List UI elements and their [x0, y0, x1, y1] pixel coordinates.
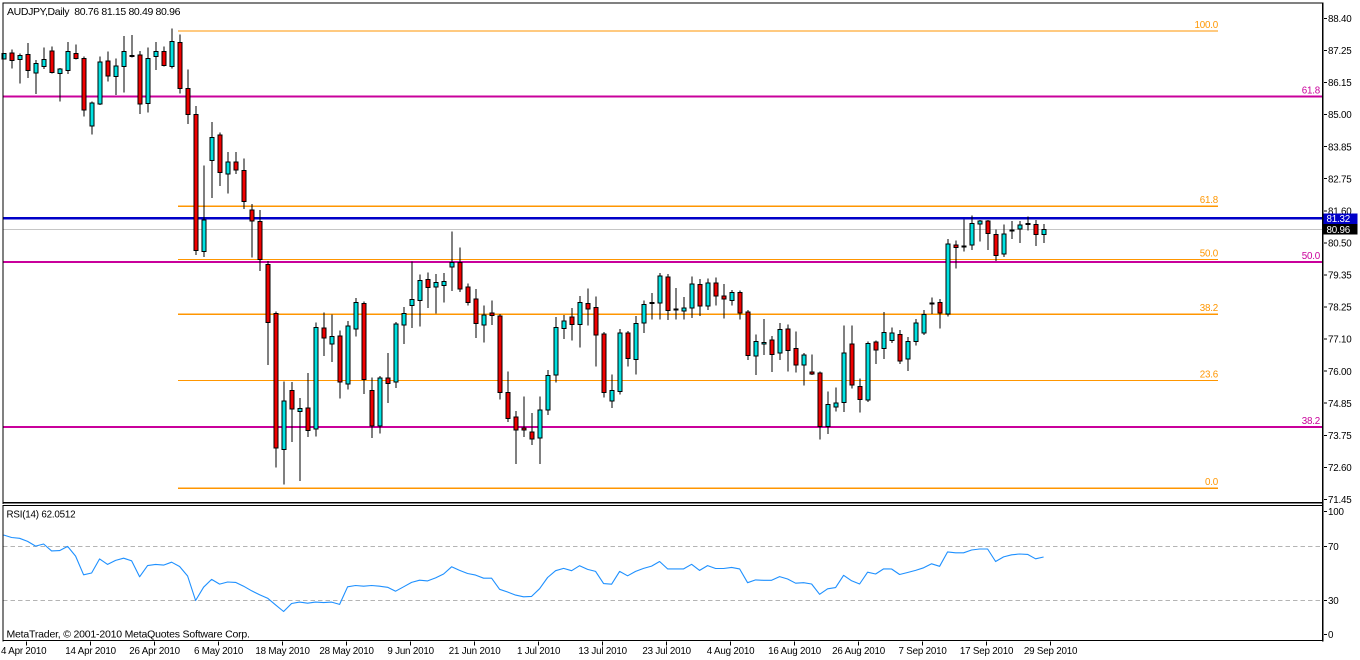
svg-text:29 Sep 2010: 29 Sep 2010 [1024, 646, 1078, 657]
svg-text:4 Apr 2010: 4 Apr 2010 [1, 646, 47, 657]
svg-text:9 Jun 2010: 9 Jun 2010 [387, 646, 434, 657]
svg-text:86.15: 86.15 [1328, 78, 1352, 89]
svg-text:38.2: 38.2 [1302, 416, 1320, 427]
svg-text:RSI(14) 62.0512: RSI(14) 62.0512 [7, 510, 76, 521]
svg-text:17 Sep 2010: 17 Sep 2010 [960, 646, 1014, 657]
svg-text:0.0: 0.0 [1205, 477, 1219, 488]
svg-text:28 May 2010: 28 May 2010 [319, 646, 374, 657]
svg-text:88.40: 88.40 [1328, 14, 1352, 25]
svg-text:74.85: 74.85 [1328, 399, 1352, 410]
svg-text:30: 30 [1328, 596, 1339, 607]
svg-text:71.45: 71.45 [1328, 495, 1352, 506]
svg-text:26 Aug 2010: 26 Aug 2010 [832, 646, 886, 657]
svg-text:18 May 2010: 18 May 2010 [255, 646, 310, 657]
svg-text:81.32: 81.32 [1327, 214, 1351, 225]
svg-text:83.85: 83.85 [1328, 142, 1352, 153]
svg-text:23 Jul 2010: 23 Jul 2010 [642, 646, 691, 657]
svg-text:23.6: 23.6 [1200, 369, 1219, 380]
svg-text:79.35: 79.35 [1328, 271, 1352, 282]
svg-text:78.25: 78.25 [1328, 303, 1352, 314]
svg-text:76.00: 76.00 [1328, 367, 1352, 378]
svg-text:61.8: 61.8 [1200, 195, 1219, 206]
svg-text:100: 100 [1328, 507, 1344, 518]
svg-text:85.00: 85.00 [1328, 110, 1352, 121]
svg-text:AUDJPY,Daily 80.76 81.15 80.4: AUDJPY,Daily 80.76 81.15 80.49 80.96 [7, 6, 181, 18]
svg-text:82.75: 82.75 [1328, 174, 1352, 185]
svg-text:73.75: 73.75 [1328, 431, 1352, 442]
svg-text:6 May 2010: 6 May 2010 [194, 646, 244, 657]
svg-text:26 Apr 2010: 26 Apr 2010 [129, 646, 180, 657]
svg-text:4 Aug 2010: 4 Aug 2010 [707, 646, 755, 657]
svg-text:50.0: 50.0 [1302, 251, 1321, 262]
svg-text:14 Apr 2010: 14 Apr 2010 [65, 646, 116, 657]
svg-text:13 Jul 2010: 13 Jul 2010 [578, 646, 627, 657]
svg-text:50.0: 50.0 [1200, 248, 1219, 259]
svg-text:MetaTrader, © 2001-2010 MetaQu: MetaTrader, © 2001-2010 MetaQuotes Softw… [7, 629, 250, 641]
svg-text:81.60: 81.60 [1328, 206, 1352, 217]
svg-text:80.50: 80.50 [1328, 239, 1352, 250]
svg-text:21 Jun 2010: 21 Jun 2010 [449, 646, 501, 657]
svg-text:7 Sep 2010: 7 Sep 2010 [899, 646, 948, 657]
svg-text:38.2: 38.2 [1200, 303, 1218, 314]
svg-text:77.10: 77.10 [1328, 335, 1352, 346]
svg-text:80.96: 80.96 [1327, 225, 1351, 236]
svg-text:87.25: 87.25 [1328, 46, 1352, 57]
svg-text:0: 0 [1328, 630, 1334, 641]
svg-text:100.0: 100.0 [1194, 20, 1218, 31]
svg-text:16 Aug 2010: 16 Aug 2010 [768, 646, 822, 657]
svg-text:70: 70 [1328, 542, 1339, 553]
svg-text:61.8: 61.8 [1302, 86, 1321, 97]
svg-text:1 Jul 2010: 1 Jul 2010 [517, 646, 561, 657]
svg-text:72.60: 72.60 [1328, 463, 1352, 474]
